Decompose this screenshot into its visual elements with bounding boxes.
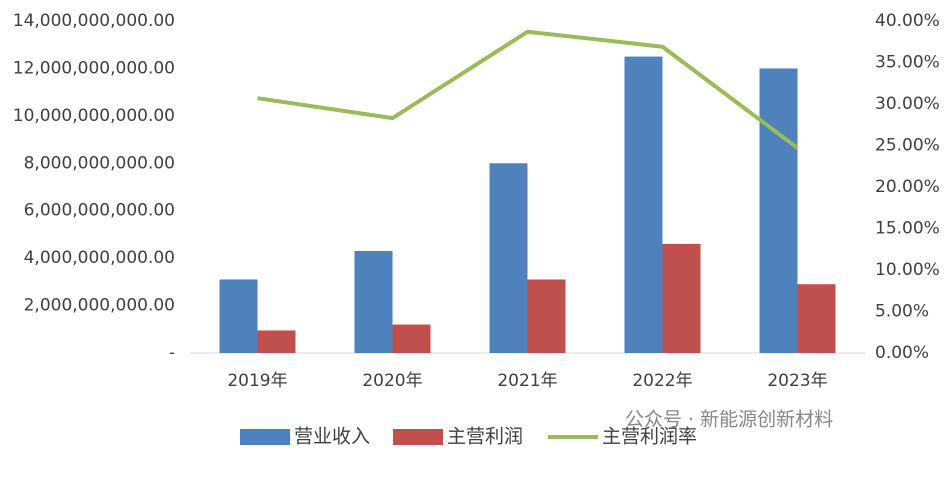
- bar: [759, 68, 798, 353]
- y-tick-label: 8,000,000,000.00: [24, 153, 175, 173]
- bar: [527, 279, 566, 353]
- y2-tick-label: 35.00%: [875, 53, 940, 73]
- y2-tick-label: 15.00%: [875, 219, 940, 239]
- x-tick-label: 2020年: [362, 371, 422, 391]
- legend-swatch: [240, 429, 290, 445]
- bar: [489, 163, 528, 353]
- bar: [219, 279, 258, 353]
- bar: [354, 251, 393, 353]
- bar: [797, 284, 836, 353]
- y-tick-label: -: [169, 343, 175, 363]
- legend-label: 主营利润率: [602, 426, 697, 448]
- y2-tick-label: 5.00%: [875, 302, 929, 322]
- x-tick-label: 2021年: [497, 371, 557, 391]
- watermark: 公众号 · 新能源创新材料: [625, 409, 833, 431]
- line: [257, 29, 799, 150]
- y2-tick-label: 20.00%: [875, 177, 940, 197]
- legend-label: 主营利润: [447, 426, 523, 448]
- y-tick-label: 10,000,000,000.00: [13, 106, 175, 126]
- legend-swatch: [393, 429, 443, 445]
- y-tick-label: 6,000,000,000.00: [24, 201, 175, 221]
- bar: [257, 330, 296, 353]
- x-tick-label: 2019年: [227, 371, 287, 391]
- y2-tick-label: 30.00%: [875, 94, 940, 114]
- x-tick-label: 2023年: [767, 371, 827, 391]
- y2-tick-label: 0.00%: [875, 343, 929, 363]
- x-tick-label: 2022年: [632, 371, 692, 391]
- y-tick-label: 2,000,000,000.00: [24, 296, 175, 316]
- y2-tick-label: 10.00%: [875, 260, 940, 280]
- legend-label: 营业收入: [294, 426, 370, 448]
- y2-tick-label: 40.00%: [875, 11, 940, 31]
- bar: [624, 56, 663, 353]
- y-tick-label: 14,000,000,000.00: [13, 11, 175, 31]
- y-tick-label: 4,000,000,000.00: [24, 248, 175, 268]
- bar: [662, 243, 701, 353]
- y-tick-label: 12,000,000,000.00: [13, 58, 175, 78]
- y2-tick-label: 25.00%: [875, 136, 940, 156]
- bar: [392, 324, 431, 353]
